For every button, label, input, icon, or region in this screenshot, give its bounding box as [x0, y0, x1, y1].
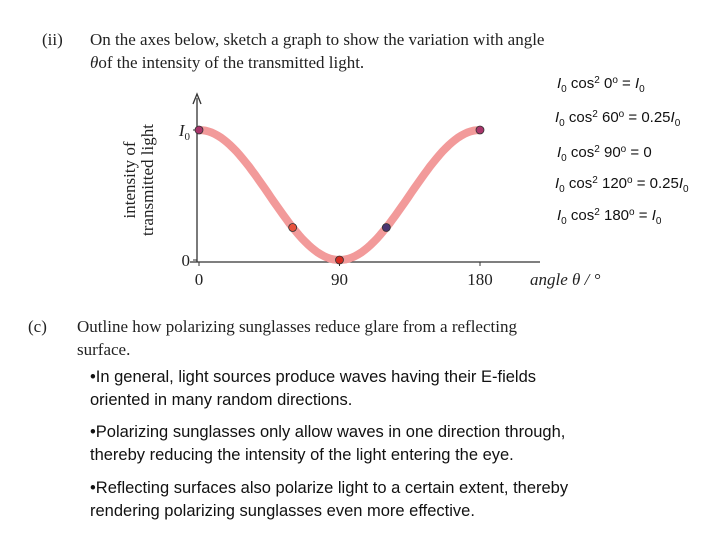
annotation: I0 cos2 180o = I0: [557, 207, 662, 227]
y-axis-label: transmitted light: [138, 124, 157, 236]
annotation-part: 0: [561, 216, 567, 227]
annotation-part: 2: [594, 207, 600, 218]
annotation: I0 cos2 90o = 0: [557, 144, 652, 164]
annotation-part: 0: [561, 153, 567, 164]
annotation-part: cos: [565, 109, 593, 126]
annotation-part: =: [635, 207, 652, 224]
annotation-part: 2: [594, 144, 600, 155]
annotation-part: I: [679, 175, 683, 192]
annotation-part: o: [612, 75, 618, 86]
y-tick-label: 0: [182, 251, 191, 270]
annotation-part: o: [621, 144, 627, 155]
x-tick-label: 90: [331, 270, 348, 289]
annotation-part: = 0: [626, 144, 651, 161]
question-text: of the intensity of the transmitted ligh…: [98, 53, 364, 72]
annotation-part: o: [627, 175, 633, 186]
question-number: (c): [28, 317, 47, 336]
annotation-part: o: [619, 109, 625, 120]
annotation-part: 0: [559, 118, 565, 129]
point: [335, 255, 344, 265]
graph: intensity of transmitted light angle θ /…: [120, 92, 601, 289]
annotation-part: cos: [565, 175, 593, 192]
annotation-part: I: [557, 207, 561, 224]
annotation-part: I: [557, 144, 561, 161]
curve: [195, 126, 484, 265]
annotation-part: 90: [600, 144, 621, 161]
x-tick-label: 0: [195, 270, 204, 289]
annotation-part: 0: [639, 84, 645, 95]
annotation-part: =: [618, 75, 635, 92]
point: [381, 223, 391, 232]
bullet-text: rendering polarizing sunglasses even mor…: [90, 502, 475, 520]
question-text: θof the intensity of the transmitted lig…: [90, 53, 364, 72]
annotation-part: I: [635, 75, 639, 92]
annotation-part: 180: [600, 207, 629, 224]
bullet-text: •Reflecting surfaces also polarize light…: [90, 479, 569, 497]
question-text: On the axes below, sketch a graph to sho…: [90, 30, 544, 49]
annotation-part: 2: [592, 109, 598, 120]
y-tick-text: I: [178, 121, 186, 140]
annotation-part: cos: [567, 207, 595, 224]
annotation-part: 0: [559, 184, 565, 195]
bullet-text: •In general, light sources produce waves…: [90, 368, 536, 386]
annotation-part: 2: [594, 75, 600, 86]
annotation-part: 0: [656, 216, 662, 227]
annotation-part: I: [555, 175, 559, 192]
annotation-part: 120: [598, 175, 627, 192]
question-number: (ii): [42, 30, 63, 49]
annotation-part: = 0.25: [624, 109, 670, 126]
point: [194, 125, 204, 135]
annotation-part: I: [652, 207, 656, 224]
theta: θ: [90, 53, 98, 72]
y-tick-label: I0: [178, 121, 191, 143]
annotation-part: cos: [567, 75, 595, 92]
annotation-part: I: [555, 109, 559, 126]
question-text: surface.: [77, 340, 130, 359]
annotation-part: 0: [561, 84, 567, 95]
annotation: I0 cos2 120o = 0.25I0: [555, 175, 689, 195]
y-tick-sub: 0: [185, 131, 191, 143]
annotation-part: 60: [598, 109, 619, 126]
annotation-part: I: [557, 75, 561, 92]
bullet-text: thereby reducing the intensity of the li…: [90, 446, 514, 464]
point: [475, 125, 485, 135]
bullet-text: •Polarizing sunglasses only allow waves …: [90, 423, 565, 441]
annotation: I0 cos2 60o = 0.25I0: [555, 109, 681, 129]
question-text: Outline how polarizing sunglasses reduce…: [77, 317, 517, 336]
annotation-part: cos: [567, 144, 595, 161]
x-axis-label: angle θ / °: [530, 270, 601, 289]
annotation-part: I: [671, 109, 675, 126]
part-c: (c) Outline how polarizing sunglasses re…: [28, 317, 569, 520]
annotation-part: 0: [600, 75, 613, 92]
arrow: [192, 92, 202, 105]
bullet-text: oriented in many random directions.: [90, 391, 352, 409]
annotation-part: 0: [675, 118, 681, 129]
y-axis-label: intensity of: [120, 141, 139, 218]
x-tick-label: 180: [467, 270, 493, 289]
annotation-part: 2: [592, 175, 598, 186]
point: [288, 223, 298, 232]
annotation: I0 cos2 0o = I0: [557, 75, 645, 95]
annotation-part: 0: [683, 184, 689, 195]
annotation-part: o: [629, 207, 635, 218]
annotation-part: = 0.25: [633, 175, 679, 192]
